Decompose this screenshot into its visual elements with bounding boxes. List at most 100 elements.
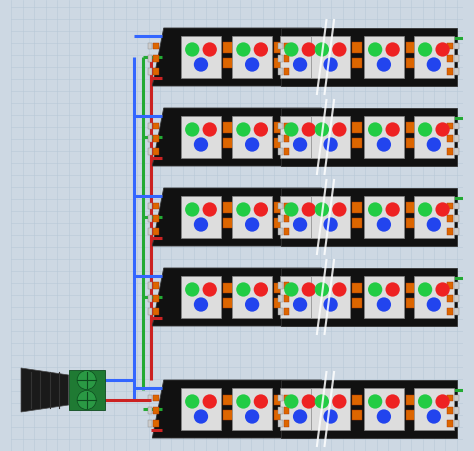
Circle shape [427, 57, 441, 72]
Bar [314, 420, 320, 427]
Bar [278, 42, 283, 50]
Circle shape [323, 297, 338, 312]
Circle shape [293, 297, 307, 312]
Bar [454, 135, 459, 142]
Bar [414, 36, 454, 78]
Bar [352, 123, 362, 133]
Polygon shape [21, 368, 69, 412]
Polygon shape [281, 108, 457, 166]
Circle shape [185, 42, 200, 57]
Circle shape [315, 122, 329, 137]
Bar [280, 196, 320, 238]
Polygon shape [281, 188, 457, 246]
Circle shape [368, 394, 383, 409]
Bar [280, 116, 320, 158]
Bar [447, 135, 453, 142]
Bar [153, 215, 159, 222]
Circle shape [377, 410, 391, 423]
Bar [321, 148, 326, 155]
Bar [147, 148, 152, 155]
Bar [283, 135, 289, 142]
Bar [278, 202, 283, 209]
Bar [420, 123, 430, 133]
Bar [367, 217, 377, 228]
Circle shape [301, 394, 316, 409]
Circle shape [301, 282, 316, 297]
Bar [454, 228, 459, 235]
Bar [447, 148, 453, 155]
Polygon shape [281, 28, 457, 86]
Bar [274, 298, 284, 308]
Bar [278, 215, 283, 222]
Bar [314, 295, 320, 302]
Circle shape [236, 122, 251, 137]
Circle shape [202, 122, 217, 137]
Bar [321, 282, 326, 290]
Circle shape [418, 394, 432, 409]
Bar [364, 388, 404, 430]
Bar [274, 123, 284, 133]
Bar [352, 217, 362, 228]
Circle shape [385, 202, 400, 216]
Bar [283, 282, 289, 290]
Circle shape [323, 410, 338, 423]
Bar [153, 148, 159, 155]
Circle shape [293, 57, 307, 72]
Bar [314, 395, 320, 401]
Bar [414, 276, 454, 318]
Circle shape [245, 217, 259, 232]
Bar [147, 282, 152, 290]
Polygon shape [152, 268, 322, 326]
Bar [321, 55, 326, 62]
Bar [153, 282, 159, 290]
Bar [147, 42, 152, 50]
Bar [454, 202, 459, 209]
Bar [454, 123, 459, 129]
Circle shape [418, 282, 432, 297]
Bar [223, 298, 233, 308]
Bar [237, 202, 247, 213]
Bar [181, 36, 221, 78]
Circle shape [332, 42, 346, 57]
Circle shape [202, 394, 217, 409]
Circle shape [332, 202, 346, 216]
Circle shape [236, 202, 251, 216]
Bar [447, 215, 453, 222]
Bar [237, 395, 247, 405]
Polygon shape [281, 380, 457, 438]
Bar [447, 42, 453, 50]
Circle shape [418, 122, 432, 137]
Bar [147, 202, 152, 209]
Bar [283, 55, 289, 62]
Bar [153, 228, 159, 235]
Bar [237, 282, 247, 293]
Bar [153, 395, 159, 401]
Bar [232, 276, 272, 318]
Circle shape [377, 57, 391, 72]
Circle shape [245, 57, 259, 72]
Bar [352, 42, 362, 53]
Bar [311, 116, 350, 158]
Bar [283, 308, 289, 315]
Bar [406, 42, 416, 53]
Circle shape [245, 410, 259, 423]
Circle shape [185, 122, 200, 137]
Bar [153, 135, 159, 142]
Bar [69, 370, 105, 410]
Bar [237, 298, 247, 308]
Circle shape [301, 42, 316, 57]
Bar [288, 217, 298, 228]
Bar [283, 407, 289, 414]
Bar [223, 202, 233, 213]
Circle shape [315, 394, 329, 409]
Bar [288, 138, 298, 148]
Bar [352, 58, 362, 68]
Bar [283, 420, 289, 427]
Circle shape [377, 217, 391, 232]
Bar [414, 388, 454, 430]
Bar [367, 202, 377, 213]
Bar [153, 42, 159, 50]
Bar [406, 217, 416, 228]
Circle shape [293, 217, 307, 232]
Bar [288, 202, 298, 213]
